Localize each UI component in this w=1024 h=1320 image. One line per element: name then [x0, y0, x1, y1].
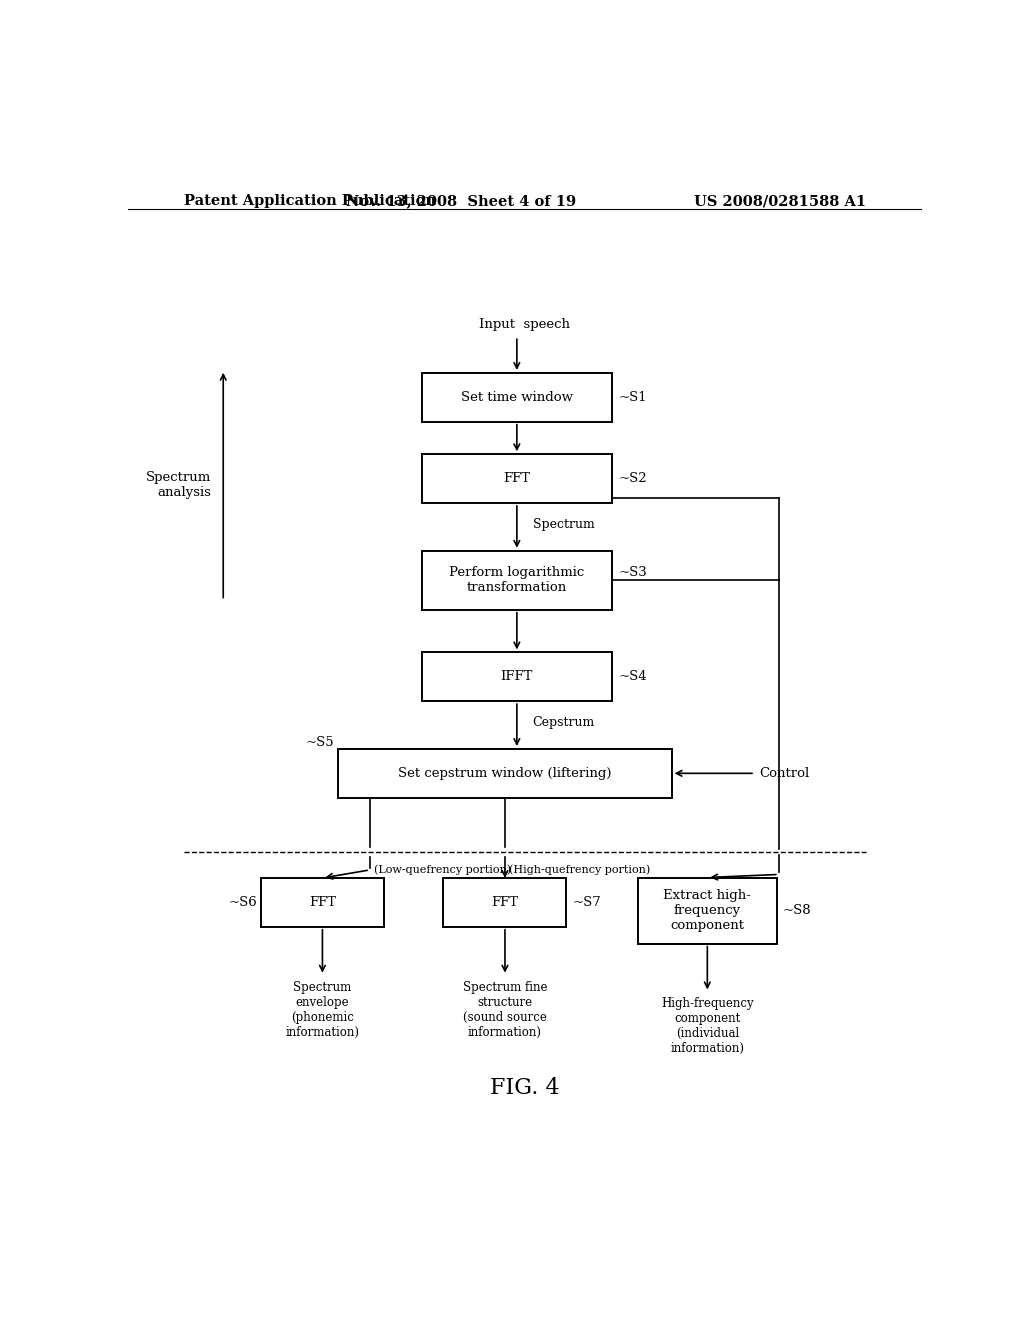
Text: FFT: FFT	[492, 896, 518, 909]
Text: ~S8: ~S8	[783, 904, 812, 917]
Text: ~S6: ~S6	[228, 896, 257, 909]
Text: ~S4: ~S4	[618, 671, 647, 684]
Text: Patent Application Publication: Patent Application Publication	[183, 194, 435, 209]
FancyBboxPatch shape	[422, 652, 612, 701]
Text: IFFT: IFFT	[501, 671, 534, 684]
FancyBboxPatch shape	[261, 878, 384, 927]
Text: ~S2: ~S2	[618, 473, 647, 484]
Text: Perform logarithmic
transformation: Perform logarithmic transformation	[450, 566, 585, 594]
Text: ~S3: ~S3	[618, 565, 647, 578]
FancyBboxPatch shape	[422, 372, 612, 421]
Text: Cepstrum: Cepstrum	[532, 715, 595, 729]
Text: Set cepstrum window (liftering): Set cepstrum window (liftering)	[398, 767, 611, 780]
FancyBboxPatch shape	[638, 878, 777, 944]
Text: US 2008/0281588 A1: US 2008/0281588 A1	[694, 194, 866, 209]
Text: Spectrum
analysis: Spectrum analysis	[146, 471, 211, 499]
Text: High-frequency
component
(individual
information): High-frequency component (individual inf…	[662, 998, 754, 1056]
Text: (High-quefrency portion): (High-quefrency portion)	[509, 865, 650, 875]
Text: Extract high-
frequency
component: Extract high- frequency component	[664, 890, 752, 932]
Text: Nov. 13, 2008  Sheet 4 of 19: Nov. 13, 2008 Sheet 4 of 19	[346, 194, 577, 209]
FancyBboxPatch shape	[338, 748, 672, 797]
Text: Spectrum
envelope
(phonemic
information): Spectrum envelope (phonemic information)	[286, 981, 359, 1039]
Text: Set time window: Set time window	[461, 391, 572, 404]
Text: ~S7: ~S7	[572, 896, 601, 909]
Text: FFT: FFT	[309, 896, 336, 909]
FancyBboxPatch shape	[443, 878, 566, 927]
Text: (Low-quefrency portion): (Low-quefrency portion)	[374, 865, 511, 875]
Text: FFT: FFT	[504, 473, 530, 484]
FancyBboxPatch shape	[422, 454, 612, 503]
Text: Input  speech: Input speech	[479, 318, 570, 330]
Text: Spectrum: Spectrum	[532, 517, 595, 531]
Text: Spectrum fine
structure
(sound source
information): Spectrum fine structure (sound source in…	[463, 981, 547, 1039]
FancyBboxPatch shape	[422, 550, 612, 610]
Text: ~S1: ~S1	[618, 391, 647, 404]
Text: FIG. 4: FIG. 4	[490, 1077, 559, 1100]
Text: Control: Control	[759, 767, 809, 780]
Text: ~S5: ~S5	[306, 737, 334, 750]
